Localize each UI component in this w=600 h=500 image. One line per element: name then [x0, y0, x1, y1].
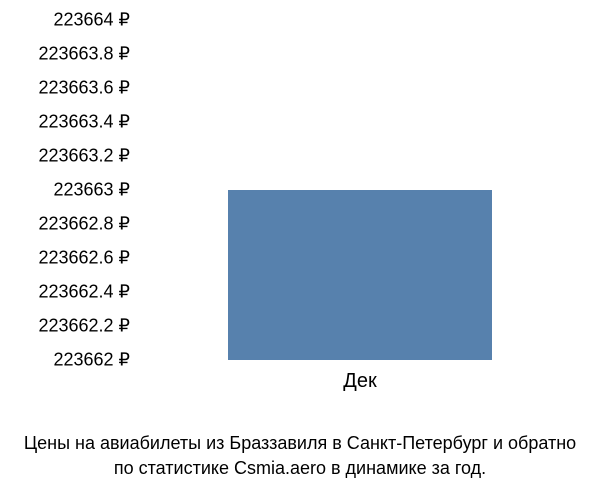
bar — [228, 190, 492, 360]
y-tick-label: 223662.6 ₽ — [0, 248, 130, 269]
caption-line-2: по статистике Csmia.aero в динамике за г… — [0, 456, 600, 480]
y-tick-label: 223662 ₽ — [0, 350, 130, 371]
price-chart: 223664 ₽223663.8 ₽223663.6 ₽223663.4 ₽22… — [0, 20, 600, 400]
y-tick-label: 223662.4 ₽ — [0, 282, 130, 303]
y-tick-label: 223663.8 ₽ — [0, 44, 130, 65]
y-tick-label: 223663.4 ₽ — [0, 112, 130, 133]
y-tick-label: 223663.6 ₽ — [0, 78, 130, 99]
x-tick-label: Дек — [343, 370, 376, 393]
y-axis-labels: 223664 ₽223663.8 ₽223663.6 ₽223663.4 ₽22… — [0, 20, 130, 360]
y-tick-label: 223662.2 ₽ — [0, 316, 130, 337]
y-tick-label: 223663 ₽ — [0, 180, 130, 201]
chart-caption: Цены на авиабилеты из Браззавиля в Санкт… — [0, 431, 600, 480]
y-tick-label: 223663.2 ₽ — [0, 146, 130, 167]
y-tick-label: 223664 ₽ — [0, 10, 130, 31]
y-tick-label: 223662.8 ₽ — [0, 214, 130, 235]
caption-line-1: Цены на авиабилеты из Браззавиля в Санкт… — [0, 431, 600, 455]
plot-area — [140, 20, 580, 360]
